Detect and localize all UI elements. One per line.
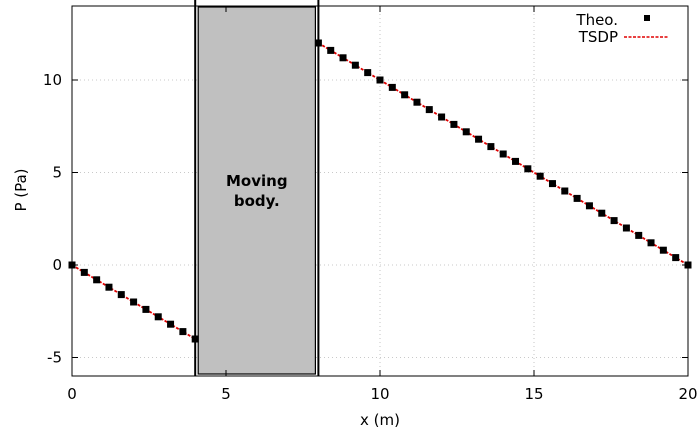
theo-data-point	[499, 150, 507, 158]
theo-data-point	[117, 291, 125, 299]
grid-lines	[72, 6, 688, 376]
theo-data-point	[598, 209, 606, 217]
y-axis-title: P (Pa)	[12, 168, 30, 211]
theo-data-point	[659, 246, 667, 254]
theo-data-point	[512, 157, 520, 165]
x-tick-label: 5	[221, 385, 231, 403]
theo-data-point	[647, 239, 655, 247]
theo-data-point	[413, 98, 421, 106]
theo-data-point	[154, 313, 162, 321]
theo-data-point	[142, 305, 150, 313]
theo-data-point	[622, 224, 630, 232]
theo-data-point	[327, 46, 335, 54]
theo-data-point	[80, 268, 88, 276]
theo-data-point	[179, 328, 187, 336]
series-layer	[68, 39, 692, 343]
theo-data-point	[585, 202, 593, 210]
theo-data-point	[672, 254, 680, 262]
theo-data-point	[401, 91, 409, 99]
moving-body-label-line2: body.	[234, 192, 280, 210]
theo-data-point	[314, 39, 322, 47]
theo-data-point	[191, 335, 199, 343]
moving-body-layer: Moving body.	[194, 0, 320, 376]
theo-data-point	[388, 83, 396, 91]
theo-data-point	[425, 106, 433, 114]
y-tick-label: 0	[52, 256, 62, 274]
moving-body-rect	[197, 6, 316, 375]
theo-data-point	[573, 194, 581, 202]
x-tick-label: 20	[678, 385, 697, 403]
theo-data-point	[610, 217, 618, 225]
theo-data-point	[450, 120, 458, 128]
x-axis-title: x (m)	[360, 411, 400, 429]
y-tick-label: -5	[47, 349, 62, 367]
tsdp-line-segment	[71, 264, 196, 340]
theo-data-point	[351, 61, 359, 69]
theo-data-point	[635, 231, 643, 239]
theo-data-point	[548, 180, 556, 188]
theo-data-point	[93, 276, 101, 284]
legend-label-theo: Theo.	[575, 11, 618, 29]
theo-data-point	[524, 165, 532, 173]
moving-body-label-line1: Moving	[226, 172, 288, 190]
x-tick-labels: 0 5 10 15 20	[67, 385, 697, 403]
x-tick-label: 0	[67, 385, 77, 403]
x-tick-label: 15	[524, 385, 543, 403]
theo-data-point	[364, 69, 372, 77]
theo-data-point	[536, 172, 544, 180]
legend-label-tsdp: TSDP	[578, 28, 618, 46]
y-tick-label: 10	[43, 71, 62, 89]
y-tick-label: 5	[52, 164, 62, 182]
tick-marks	[71, 6, 689, 376]
theo-data-point	[376, 76, 384, 84]
legend-marker-theo	[644, 15, 650, 21]
theo-data-point	[105, 283, 113, 291]
theo-data-point	[475, 135, 483, 143]
theo-data-point	[561, 187, 569, 195]
y-tick-labels: -5 0 5 10	[43, 71, 62, 367]
legend: Theo. TSDP	[575, 11, 668, 46]
theo-data-point	[339, 54, 347, 62]
theo-data-point	[462, 128, 470, 136]
x-tick-label: 10	[370, 385, 389, 403]
theo-data-point	[438, 113, 446, 121]
theo-data-point	[167, 320, 175, 328]
theo-data-point	[130, 298, 138, 306]
theo-data-point	[487, 143, 495, 151]
